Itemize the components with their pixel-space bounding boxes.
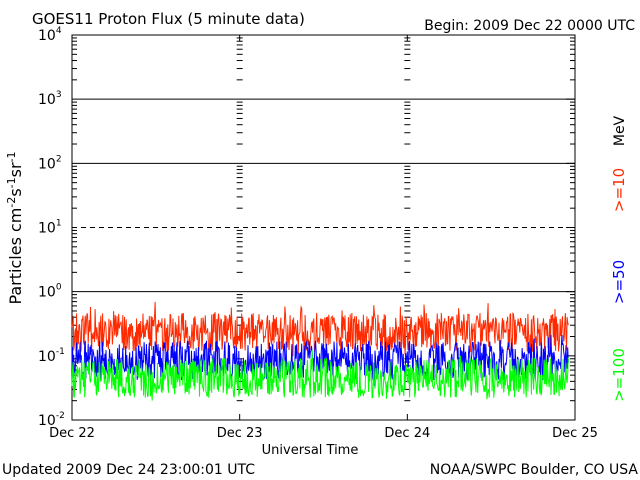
x-tick-label-3: Dec 25: [552, 426, 598, 441]
y-axis-label: Particles cm-2s-1sr-1: [5, 151, 25, 304]
x-axis-label: Universal Time: [262, 443, 359, 458]
y-tick-label-6: 104: [38, 26, 62, 44]
begin-label: Begin: 2009 Dec 22 0000 UTC: [424, 18, 635, 34]
legend-label-0: >=10: [610, 168, 628, 212]
x-tick-label-0: Dec 22: [49, 426, 95, 441]
y-tick-label-3: 101: [38, 219, 62, 237]
y-tick-label-4: 102: [38, 154, 62, 172]
x-tick-label-2: Dec 24: [384, 426, 430, 441]
source-label: NOAA/SWPC Boulder, CO USA: [430, 462, 639, 478]
series-line-2: [71, 349, 569, 401]
y-tick-label-2: 100: [38, 283, 62, 301]
y-tick-label-5: 103: [38, 90, 62, 108]
x-tick-label-1: Dec 23: [217, 426, 263, 441]
y-tick-label-1: 10-1: [38, 347, 65, 365]
series-group: [71, 301, 569, 401]
legend: >=10 >=50 >=100: [610, 168, 628, 402]
legend-label-1: >=50: [610, 260, 628, 304]
x-tick-labels: Dec 22 Dec 23 Dec 24 Dec 25: [49, 426, 598, 441]
legend-label-2: >=100: [610, 348, 628, 402]
y-tick-labels: 10-2 10-1 100 101 102 103 104: [38, 26, 65, 429]
series-line-0: [71, 301, 569, 357]
updated-label: Updated 2009 Dec 24 23:00:01 UTC: [2, 462, 255, 478]
unit-label: MeV: [612, 115, 628, 146]
threshold-lines: [72, 98, 575, 293]
y-tick-label-0: 10-2: [38, 411, 65, 429]
chart-title: GOES11 Proton Flux (5 minute data): [32, 10, 305, 28]
